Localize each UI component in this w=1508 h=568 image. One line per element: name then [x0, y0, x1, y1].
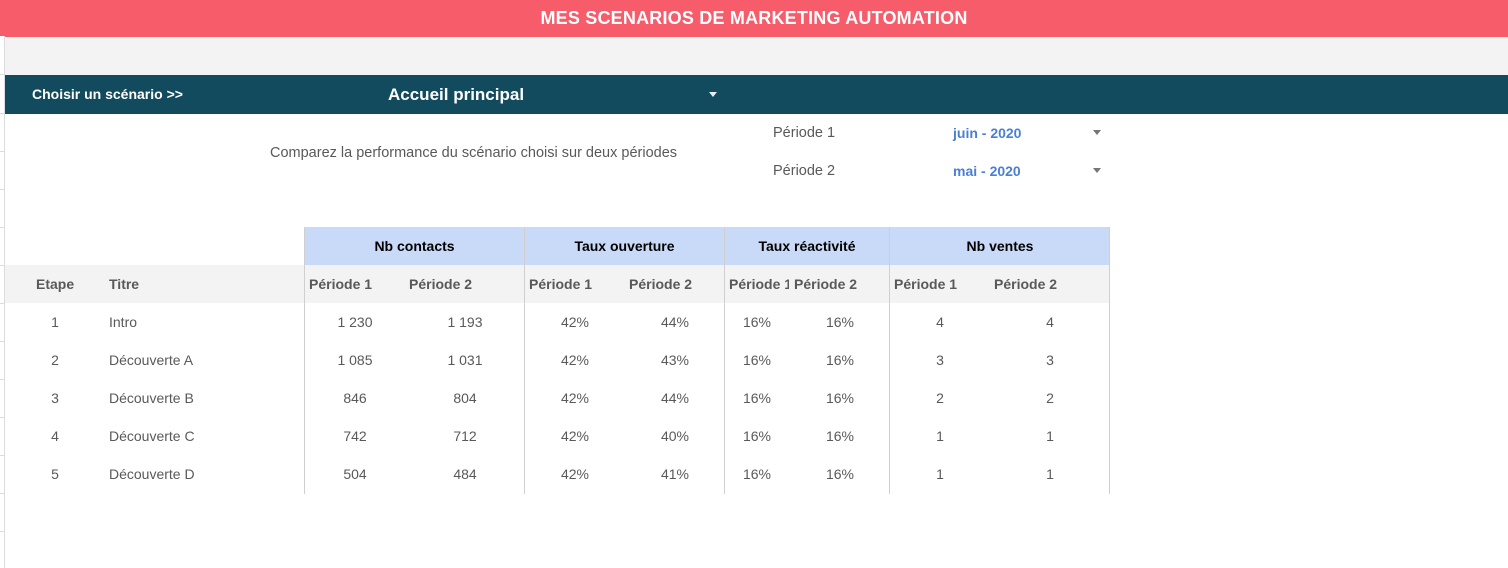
- column-header-etape: Etape: [36, 276, 75, 292]
- cell-titre: Intro: [109, 314, 138, 330]
- cell-ouverture-p1: 42%: [560, 352, 590, 368]
- cell-reactivite-p1: 16%: [742, 428, 772, 444]
- period-2-value: mai - 2020: [953, 163, 1021, 179]
- cell-reactivite-p2: 16%: [825, 428, 855, 444]
- column-header-ventes-p2: Période 2: [994, 276, 1058, 292]
- column-header-ouverture-p2: Période 2: [629, 276, 693, 292]
- cell-titre: Découverte A: [109, 352, 194, 368]
- cell-contacts-p1: 846: [343, 390, 367, 406]
- cell-ouverture-p2: 44%: [660, 314, 690, 330]
- cell-titre: Découverte D: [109, 466, 195, 482]
- compare-instruction: Comparez la performance du scénario choi…: [270, 145, 678, 161]
- scenario-label: Choisir un scénario >>: [32, 86, 183, 102]
- column-header-ouverture-p1: Période 1: [529, 276, 593, 292]
- chevron-down-icon: [709, 92, 717, 97]
- cell-contacts-p1: 1 085: [337, 352, 373, 368]
- period-1-value: juin - 2020: [953, 125, 1022, 141]
- cell-reactivite-p1: 16%: [742, 352, 772, 368]
- cell-titre: Découverte C: [109, 428, 195, 444]
- cell-ventes-p2: 1: [1046, 466, 1054, 482]
- cell-reactivite-p1: 16%: [742, 466, 772, 482]
- column-separator: [524, 227, 525, 494]
- cell-contacts-p2: 804: [453, 390, 477, 406]
- column-header-reactivite-p2: Période 2: [794, 276, 858, 292]
- column-separator: [889, 227, 890, 494]
- period-divider: [890, 113, 1110, 114]
- cell-contacts-p1: 1 230: [337, 314, 373, 330]
- cell-etape: 4: [51, 428, 59, 444]
- chevron-down-icon: [1093, 168, 1101, 173]
- scenario-dropdown[interactable]: Accueil principal: [380, 75, 720, 114]
- cell-ventes-p1: 1: [936, 466, 944, 482]
- cell-ouverture-p2: 44%: [660, 390, 690, 406]
- cell-reactivite-p2: 16%: [825, 314, 855, 330]
- cell-ouverture-p1: 42%: [560, 390, 590, 406]
- cell-ouverture-p2: 41%: [660, 466, 690, 482]
- column-header-row: [5, 265, 1110, 303]
- period-1-label: Période 1: [773, 125, 836, 141]
- cell-contacts-p2: 712: [453, 428, 477, 444]
- cell-ventes-p2: 3: [1046, 352, 1054, 368]
- scenario-bar: Choisir un scénario >> Accueil principal: [5, 75, 1508, 114]
- chevron-down-icon: [1093, 130, 1101, 135]
- cell-ouverture-p1: 42%: [560, 466, 590, 482]
- row-gutter: [0, 36, 5, 568]
- column-separator: [1109, 227, 1110, 494]
- group-header-ventes: Nb ventes: [890, 227, 1110, 265]
- cell-titre: Découverte B: [109, 390, 194, 406]
- period-2-dropdown[interactable]: mai - 2020: [890, 152, 1110, 190]
- cell-etape: 1: [51, 314, 59, 330]
- cell-reactivite-p2: 16%: [825, 466, 855, 482]
- cell-ouverture-p1: 42%: [560, 314, 590, 330]
- cell-ventes-p1: 4: [936, 314, 944, 330]
- cell-contacts-p2: 1 193: [447, 314, 483, 330]
- cell-ventes-p1: 3: [936, 352, 944, 368]
- period-2-label: Période 2: [773, 163, 836, 179]
- column-header-ventes-p1: Période 1: [894, 276, 958, 292]
- cell-ventes-p1: 2: [936, 390, 944, 406]
- cell-contacts-p1: 742: [343, 428, 367, 444]
- cell-ouverture-p1: 42%: [560, 428, 590, 444]
- cell-ventes-p2: 1: [1046, 428, 1054, 444]
- group-header-contacts: Nb contacts: [305, 227, 524, 265]
- group-header-ouverture: Taux ouverture: [525, 227, 724, 265]
- group-header-reactivite: Taux réactivité: [725, 227, 889, 265]
- cell-contacts-p1: 504: [343, 466, 367, 482]
- column-header-reactivite-p1: Période 1: [729, 276, 789, 292]
- column-header-titre: Titre: [109, 276, 140, 292]
- column-separator: [724, 227, 725, 494]
- page-title: MES SCENARIOS DE MARKETING AUTOMATION: [0, 0, 1508, 37]
- period-1-dropdown[interactable]: juin - 2020: [890, 114, 1110, 152]
- cell-ouverture-p2: 40%: [660, 428, 690, 444]
- column-header-contacts-p1: Période 1: [309, 276, 373, 292]
- cell-ventes-p1: 1: [936, 428, 944, 444]
- cell-reactivite-p2: 16%: [825, 352, 855, 368]
- cell-ventes-p2: 2: [1046, 390, 1054, 406]
- column-separator: [304, 227, 305, 494]
- cell-ventes-p2: 4: [1046, 314, 1054, 330]
- cell-etape: 5: [51, 466, 59, 482]
- cell-ouverture-p2: 43%: [660, 352, 690, 368]
- cell-contacts-p2: 484: [453, 466, 477, 482]
- scenario-selected-value: Accueil principal: [388, 85, 525, 104]
- spacer-band: [5, 37, 1508, 75]
- column-header-contacts-p2: Période 2: [409, 276, 473, 292]
- cell-contacts-p2: 1 031: [447, 352, 483, 368]
- cell-etape: 3: [51, 390, 59, 406]
- cell-etape: 2: [51, 352, 59, 368]
- cell-reactivite-p2: 16%: [825, 390, 855, 406]
- cell-reactivite-p1: 16%: [742, 314, 772, 330]
- cell-reactivite-p1: 16%: [742, 390, 772, 406]
